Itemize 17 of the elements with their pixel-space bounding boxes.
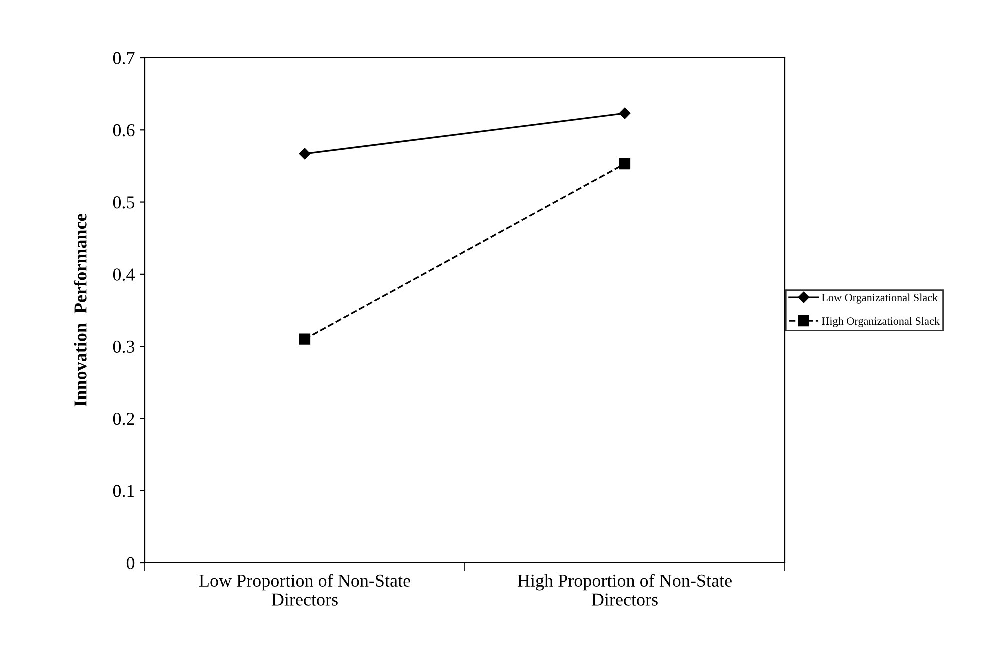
x-tick-label: Low Proportion of Non-State Directors [199,574,410,606]
point [619,158,631,170]
y-tick-label: 0 [126,557,135,570]
y-tick-label: 0.1 [113,485,134,498]
point [299,334,311,345]
y-tick-label: 0.4 [113,268,135,281]
x-tick-label: High Proportion of Non-State Directors [518,574,732,606]
point [299,148,311,160]
y-tick-label: 0.5 [113,196,135,209]
y-axis-title: Innovation Performance [74,214,87,407]
y-tick-label: 0.3 [113,340,135,354]
y-tick-label: 0.6 [113,124,135,137]
legend-label: Low Organizational Slack [822,294,938,304]
point [619,108,631,120]
y-tick-label: 0.2 [113,412,134,426]
legend-label: High Organizational Slack [822,317,940,328]
y-tick-label: 0.7 [113,52,135,65]
